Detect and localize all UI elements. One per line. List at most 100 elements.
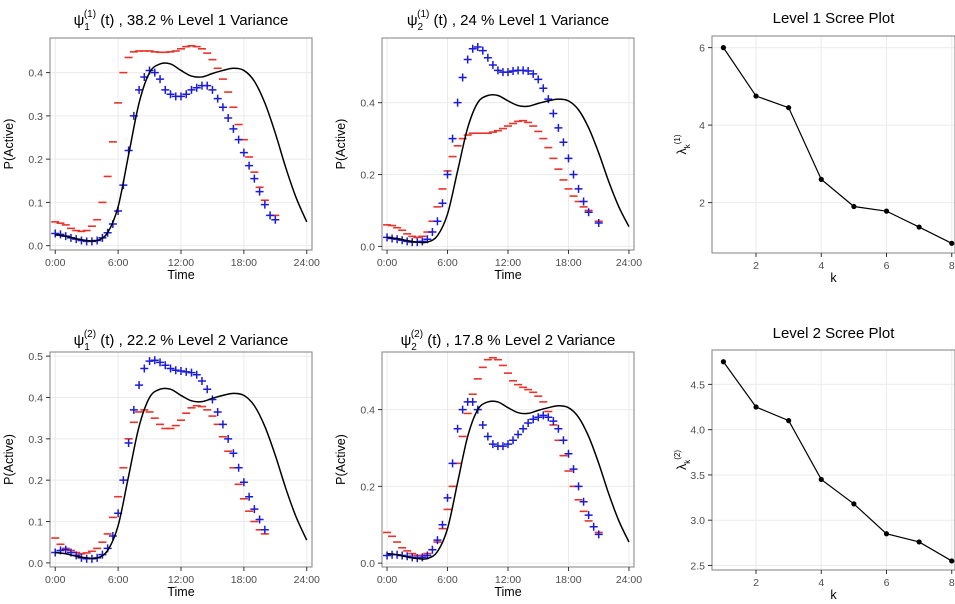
plus-point: [266, 211, 275, 220]
y-tick-label: 3.0: [690, 515, 705, 527]
plus-point: [433, 217, 442, 226]
plus-point: [504, 68, 512, 77]
plus-point: [539, 84, 548, 93]
plus-point: [213, 94, 222, 103]
plus-point: [166, 90, 175, 99]
title-superscript: (1): [417, 9, 429, 20]
plus-point: [161, 361, 170, 370]
chart-title: Level 1 Scree Plot: [773, 10, 896, 27]
plus-point: [549, 417, 558, 426]
plus-point: [448, 459, 457, 468]
plus-point: [245, 161, 254, 170]
y-tick-label: 4.0: [690, 425, 705, 437]
y-tick-label: 3.5: [690, 470, 705, 482]
plus-point: [135, 85, 144, 94]
plus-point: [453, 98, 462, 107]
minus-series: [383, 356, 603, 557]
plus-point: [234, 463, 243, 472]
plus-point: [260, 200, 269, 209]
y-axis-label: λk(2): [673, 450, 692, 470]
y-tick-label: 0.0: [28, 558, 43, 570]
y-axis-label: P(Active): [334, 434, 348, 485]
plus-point: [229, 124, 238, 133]
y-tick-label: 2: [699, 198, 705, 210]
title-superscript: (2): [411, 329, 423, 340]
plus-point: [584, 208, 593, 217]
plus-point: [463, 55, 472, 64]
plus-point: [473, 42, 482, 51]
plus-point: [187, 368, 196, 377]
scree-line: [722, 361, 953, 562]
y-tick-label: 0.0: [28, 241, 43, 253]
grid: [50, 38, 312, 250]
plus-point: [213, 407, 222, 416]
y-tick-label: 0.4: [28, 392, 43, 404]
plus-point: [418, 553, 427, 562]
title-subscript: 2: [411, 342, 417, 353]
x-axis-label: Time: [494, 585, 521, 599]
plus-point: [529, 69, 538, 78]
x-tick-label: 2: [753, 260, 759, 272]
y-tick-label: 0.2: [28, 154, 43, 166]
chart-title: Level 2 Scree Plot: [773, 325, 896, 342]
plus-point: [203, 385, 212, 394]
title-text: (t) , 24 % Level 1 Variance: [429, 12, 609, 29]
scree-point: [818, 476, 824, 483]
scree-point: [883, 208, 890, 214]
minus-series: [383, 119, 603, 239]
y-tick-label: 0.4: [360, 98, 375, 110]
plus-point: [224, 434, 233, 443]
title-subscript: 1: [84, 22, 90, 33]
scree-point: [818, 176, 824, 182]
scree-point: [851, 501, 857, 507]
y-tick-label: 0.4: [360, 405, 375, 417]
plus-point: [187, 85, 196, 94]
panel-1: 0:00 6:00 12:00 18:00 24:00 0.0 0.1 0.2 0.3 0.4 Ti…: [2, 9, 320, 282]
x-tick-label: 24:00: [294, 257, 320, 269]
x-tick-label: 0:00: [377, 257, 398, 269]
plus-series: [383, 397, 603, 563]
y-tick-label: 0.0: [360, 558, 375, 570]
plus-point: [203, 81, 212, 90]
x-axis-label: k: [830, 588, 837, 602]
chart-title: ψ2 (1) (t) , 24 % Level 1 Variance: [407, 9, 609, 33]
plus-point: [539, 411, 548, 420]
plus-point: [438, 199, 447, 208]
x-tick-label: 4: [818, 577, 824, 589]
plus-point: [468, 44, 477, 53]
plus-point: [250, 174, 259, 183]
x-tick-label: 6:00: [108, 574, 129, 586]
x-axis-label: k: [830, 271, 837, 285]
plus-point: [260, 525, 269, 534]
plus-point: [589, 522, 598, 531]
scree-point: [851, 203, 857, 210]
plus-point: [119, 476, 128, 485]
scree-point: [720, 45, 727, 51]
plus-point: [559, 138, 568, 147]
y-axis-label: P(Active): [2, 119, 16, 170]
mean-curve: [386, 93, 630, 244]
plus-point: [150, 356, 159, 365]
scree-point: [753, 404, 759, 410]
plus-point: [488, 60, 497, 69]
y-tick-label: 0.3: [28, 434, 43, 446]
title-text: (t) , 17.8 % Level 2 Variance: [423, 332, 615, 349]
plus-point: [564, 154, 573, 163]
y-tick-label: 0.0: [360, 241, 375, 253]
plus-point: [255, 187, 264, 196]
y-axis-label: P(Active): [2, 434, 16, 485]
x-axis-label: Time: [494, 268, 521, 282]
minus-series: [51, 44, 280, 233]
y-tick-label: 4: [699, 120, 705, 132]
scree-point: [720, 359, 727, 365]
x-tick-label: 2: [753, 577, 759, 589]
plus-point: [579, 197, 588, 206]
plus-point: [569, 465, 578, 474]
y-tick-label: 0.2: [360, 481, 375, 493]
plus-point: [529, 415, 538, 424]
plus-point: [579, 497, 588, 506]
x-tick-label: 6: [884, 260, 890, 272]
mean-curve: [386, 400, 630, 560]
plus-point: [192, 370, 201, 379]
